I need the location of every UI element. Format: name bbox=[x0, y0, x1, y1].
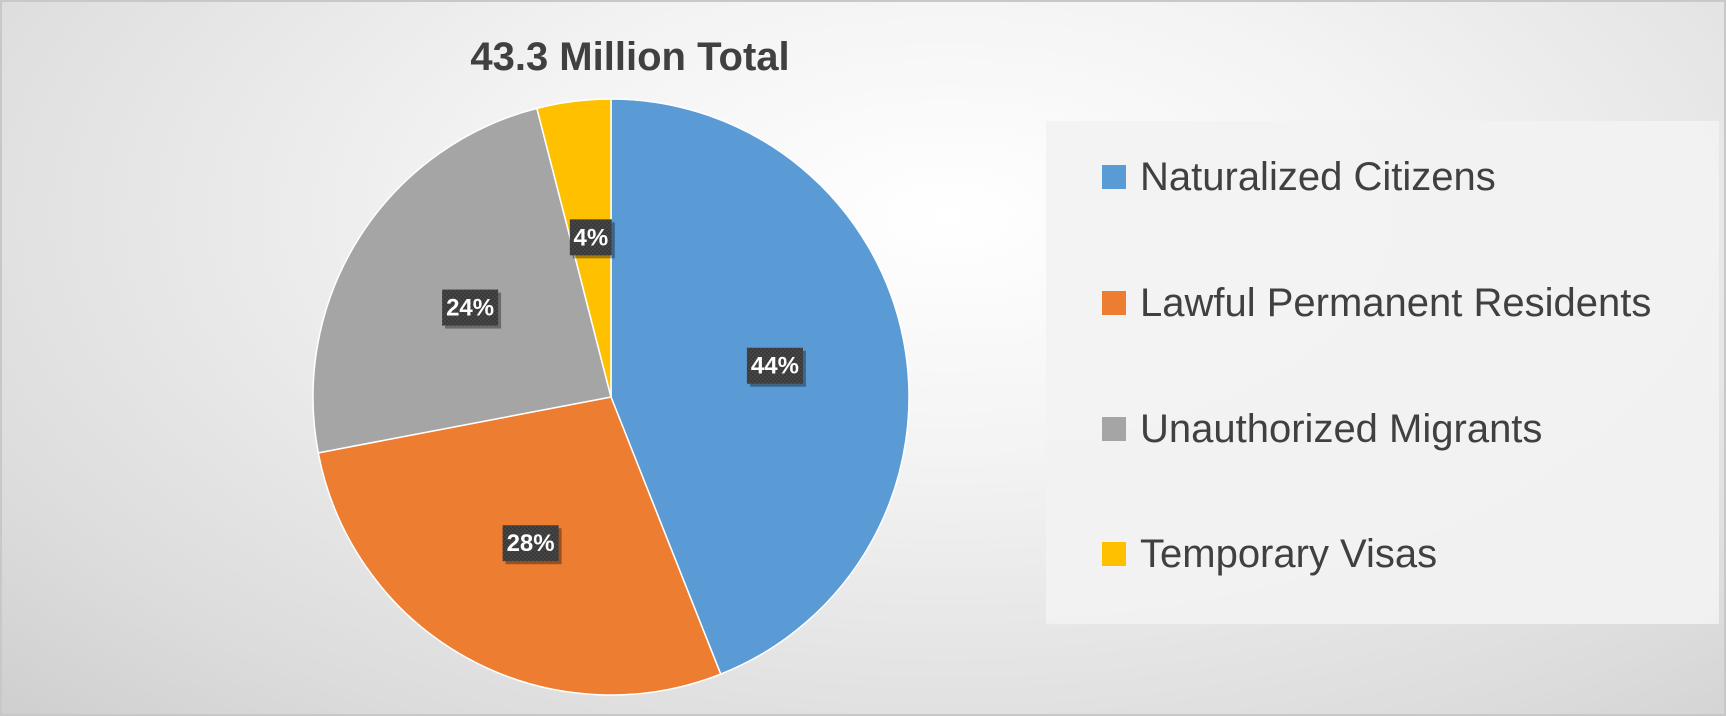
legend-swatch-naturalized-citizens bbox=[1102, 165, 1126, 189]
data-label-unauthorized-migrants: 24% bbox=[442, 289, 502, 329]
legend-label: Naturalized Citizens bbox=[1140, 154, 1496, 199]
data-label-lawful-permanent-residents: 28% bbox=[502, 525, 562, 565]
data-label-text: 28% bbox=[507, 530, 555, 557]
chart-title: 43.3 Million Total bbox=[470, 35, 789, 79]
legend-swatch-unauthorized-migrants bbox=[1102, 417, 1126, 441]
legend-label: Unauthorized Migrants bbox=[1140, 406, 1543, 451]
legend-label: Temporary Visas bbox=[1140, 531, 1438, 576]
data-label-text: 24% bbox=[446, 295, 494, 322]
legend-item-unauthorized-migrants: Unauthorized Migrants bbox=[1102, 404, 1542, 454]
data-label-text: 44% bbox=[751, 353, 799, 380]
data-label-naturalized-citizens: 44% bbox=[746, 347, 806, 387]
pie-data-labels: 44% 28% 24% 4% bbox=[442, 219, 806, 565]
legend-swatch-temporary-visas bbox=[1102, 542, 1126, 566]
data-label-box bbox=[442, 289, 499, 326]
legend-item-lawful-permanent-residents: Lawful Permanent Residents bbox=[1102, 278, 1651, 328]
data-label-temporary-visas: 4% bbox=[569, 219, 615, 259]
data-label-box bbox=[569, 219, 612, 256]
legend-label: Lawful Permanent Residents bbox=[1140, 280, 1652, 325]
legend-swatch-lawful-permanent-residents bbox=[1102, 291, 1126, 315]
data-label-text: 4% bbox=[573, 224, 608, 251]
data-label-box bbox=[746, 347, 803, 384]
pie-slice-naturalized-citizens bbox=[610, 98, 910, 676]
data-label-box bbox=[502, 525, 559, 562]
legend-item-naturalized-citizens: Naturalized Citizens bbox=[1102, 152, 1496, 202]
legend-item-temporary-visas: Temporary Visas bbox=[1102, 529, 1437, 579]
legend: Naturalized Citizens Lawful Permanent Re… bbox=[1046, 121, 1719, 624]
pie-slices bbox=[312, 98, 910, 696]
pie-slice-unauthorized-migrants bbox=[312, 107, 612, 454]
